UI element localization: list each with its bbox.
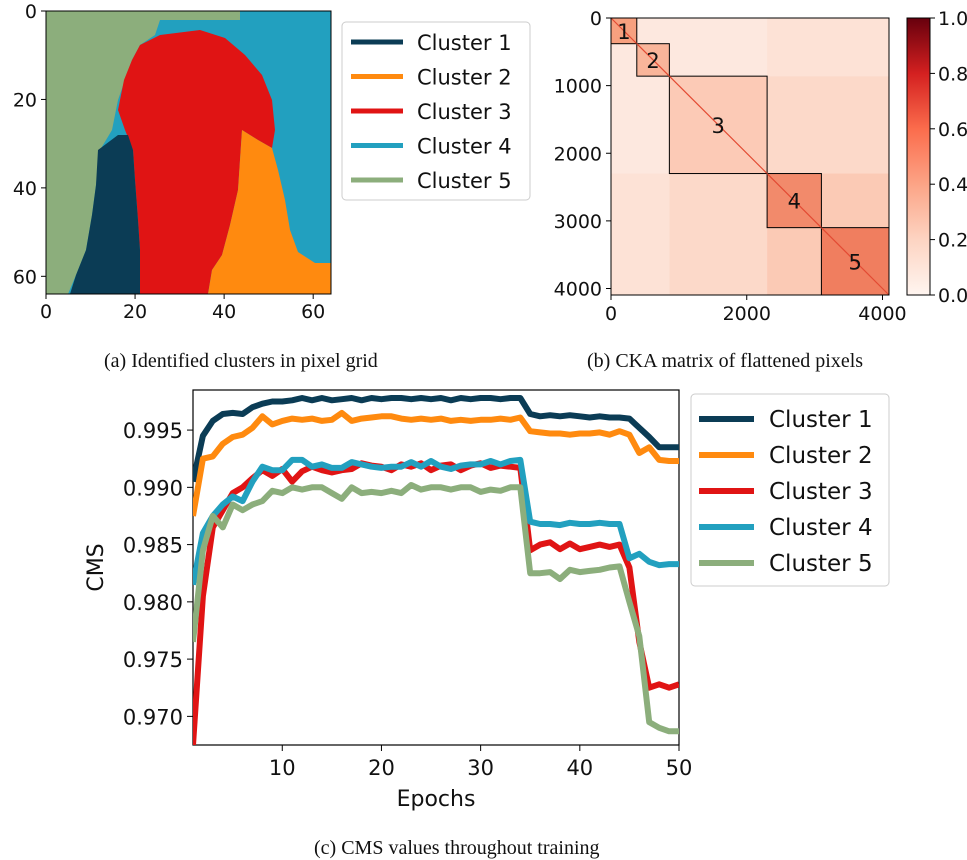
cka-matrix-frame	[610, 17, 890, 296]
grid-legend-label: Cluster 5	[417, 169, 512, 193]
cms-series-line-cluster-5	[193, 482, 679, 735]
colorbar-tick-label: 0.4	[938, 174, 967, 196]
grid-y-tick-label: 40	[13, 178, 37, 200]
grid-y-tick-label: 60	[13, 266, 37, 288]
grid-x-tick-label: 20	[123, 301, 147, 323]
cms-legend-box	[690, 393, 890, 587]
cms-y-axis-label: CMS	[84, 543, 109, 591]
cka-y-tick-label: 2000	[554, 143, 602, 165]
cms-series-line-cluster-3	[193, 460, 679, 745]
cluster-5-region	[46, 11, 240, 294]
caption-b: (b) CKA matrix of flattened pixels	[587, 350, 864, 372]
cms-series-line-cluster-4	[193, 456, 679, 586]
cka-y-tick-label: 1000	[554, 76, 602, 98]
grid-legend-label: Cluster 3	[417, 100, 512, 124]
cms-legend-label: Cluster 1	[769, 407, 873, 433]
cka-diagonal	[636, 43, 670, 77]
cms-x-tick-label: 20	[368, 756, 395, 780]
grid-legend-box	[341, 21, 531, 201]
cms-x-tick-label: 30	[467, 756, 494, 780]
cms-legend-label: Cluster 5	[769, 551, 873, 577]
cka-offdiag-band	[767, 227, 822, 295]
cluster-2-region	[208, 130, 331, 294]
cms-series-line-cluster-2	[193, 409, 679, 517]
cms-legend-label: Cluster 4	[769, 515, 873, 541]
cms-y-tick-label: 0.975	[123, 648, 183, 672]
grid-y-tick-label: 20	[13, 89, 37, 111]
cka-offdiag-band	[767, 76, 889, 174]
grid-y-tick-label: 0	[25, 1, 37, 23]
cms-y-tick-label: 0.970	[123, 705, 183, 729]
cms-series-line-cluster-1	[193, 395, 679, 483]
cluster-3-region	[118, 30, 275, 294]
cka-block-label: 2	[646, 49, 659, 73]
cms-y-tick-label: 0.985	[123, 534, 183, 558]
cms-y-tick-label: 0.980	[123, 591, 183, 615]
cka-offdiag-band	[821, 173, 889, 228]
cka-diagonal	[668, 75, 768, 174]
grid-legend-label: Cluster 1	[417, 31, 512, 55]
cms-x-tick-label: 40	[566, 756, 593, 780]
grid-legend-label: Cluster 2	[417, 66, 512, 90]
cluster-grid-frame	[45, 10, 332, 295]
grid-x-tick-label: 40	[212, 301, 236, 323]
panel-b-cka: 12 3 4 5	[610, 17, 931, 296]
cka-y-tick-label: 0	[590, 8, 602, 30]
caption-c: (c) CMS values throughout training	[314, 837, 600, 859]
colorbar-tick-label: 0.8	[938, 63, 967, 85]
cms-x-tick-label: 10	[269, 756, 296, 780]
cms-x-tick-label: 50	[666, 756, 693, 780]
colorbar-tick-label: 1.0	[938, 8, 967, 30]
cka-diagonal	[820, 227, 890, 296]
cka-block-label: 1	[617, 20, 630, 44]
grid-x-tick-label: 0	[40, 301, 52, 323]
cka-block-label: 3	[712, 114, 725, 138]
cka-colorbar	[906, 17, 931, 296]
cka-x-tick-label: 0	[605, 303, 617, 325]
panel-a-cluster-grid	[45, 10, 332, 295]
cka-y-tick-label: 3000	[554, 211, 602, 233]
cka-block-label: 5	[849, 250, 862, 274]
cms-legend-label: Cluster 3	[769, 479, 873, 505]
colorbar-tick-label: 0.0	[938, 285, 967, 307]
cka-block-label: 4	[788, 190, 801, 214]
cms-legend-label: Cluster 2	[769, 443, 873, 469]
caption-a: (a) Identified clusters in pixel grid	[104, 350, 378, 372]
cka-y-tick-label: 4000	[554, 279, 602, 301]
cka-diagonal	[610, 17, 638, 45]
cka-offdiag-band	[611, 173, 670, 295]
cms-y-tick-label: 0.995	[123, 419, 183, 443]
grid-x-tick-label: 60	[301, 301, 325, 323]
cka-offdiag-band	[669, 173, 768, 295]
cms-y-tick-label: 0.990	[123, 476, 183, 500]
grid-legend-label: Cluster 4	[417, 135, 512, 159]
cka-x-tick-label: 4000	[858, 303, 906, 325]
cluster-1-region	[70, 135, 140, 294]
colorbar-tick-label: 0.6	[938, 119, 967, 141]
cms-x-axis-label: Epochs	[397, 787, 476, 812]
cka-x-tick-label: 2000	[723, 303, 771, 325]
cka-diagonal	[766, 173, 822, 229]
colorbar-tick-label: 0.2	[938, 230, 967, 252]
panel-c-cms	[192, 389, 680, 746]
cka-offdiag-band	[767, 18, 889, 77]
